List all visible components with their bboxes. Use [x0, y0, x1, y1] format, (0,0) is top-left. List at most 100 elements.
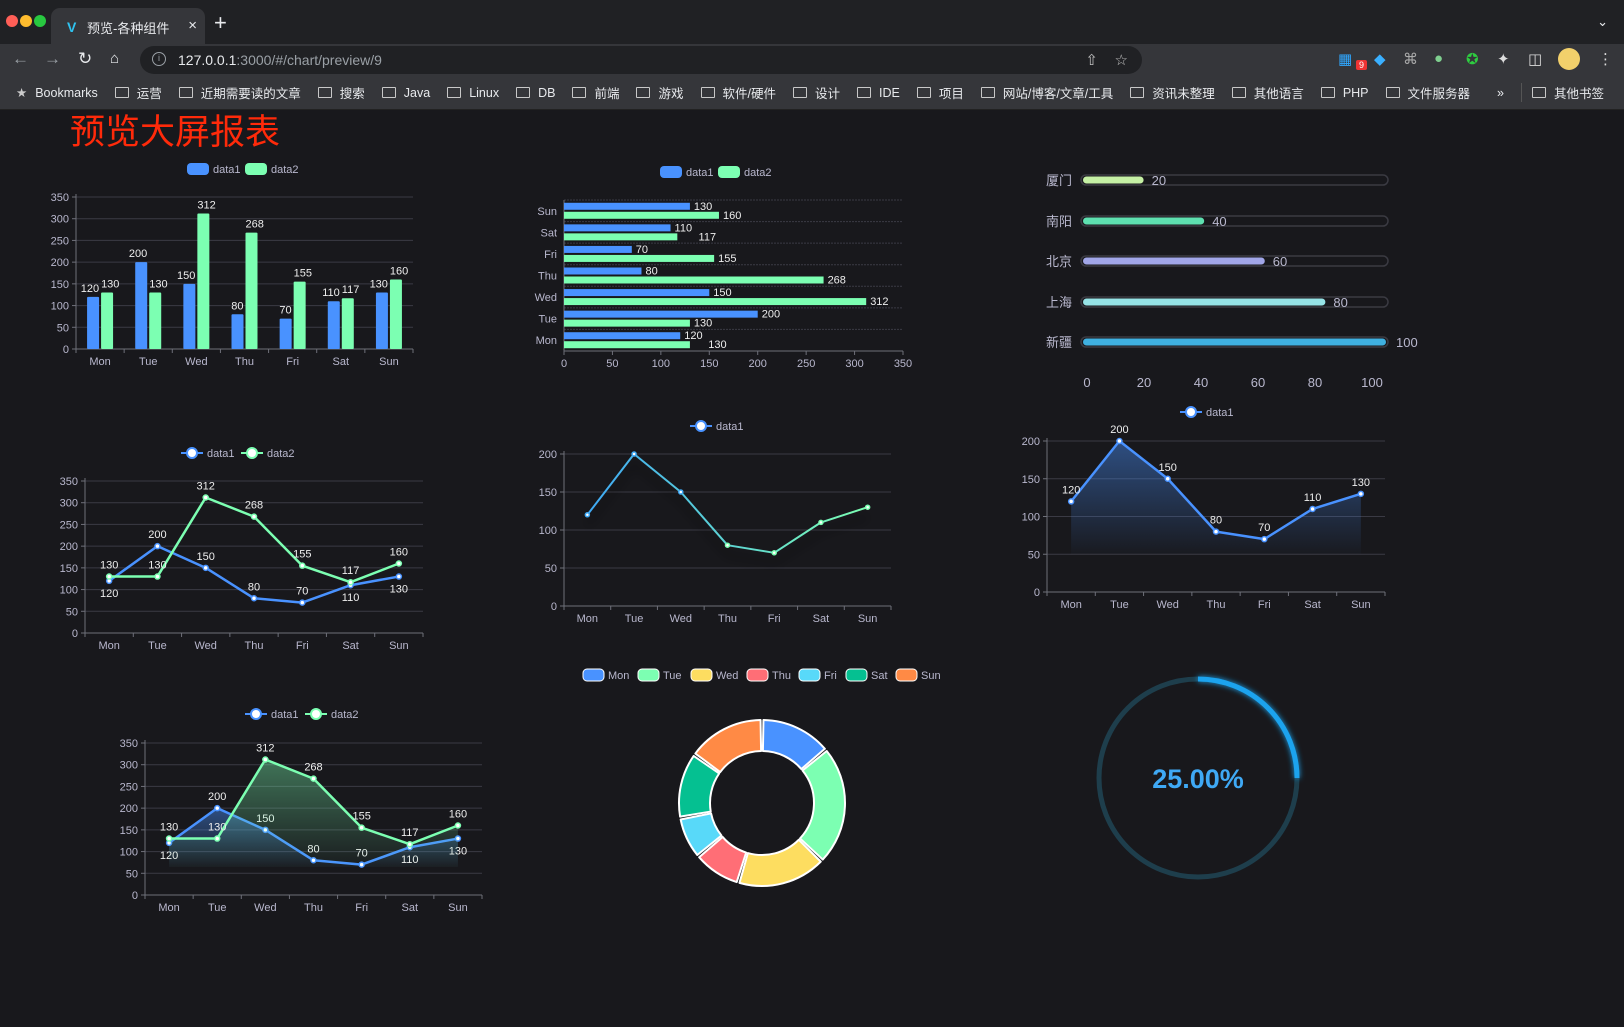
x-tick-label-Thu: Thu	[1207, 599, 1226, 611]
x-tick-label: 300	[845, 358, 863, 370]
bookmark-label: 前端	[594, 87, 620, 101]
data-label: 110	[322, 287, 340, 299]
folder-icon	[792, 87, 807, 98]
bookmark-folder[interactable]: 项目	[916, 83, 964, 102]
circle-extension-icon[interactable]: ●	[1434, 50, 1444, 67]
bookmark-folder[interactable]: 资讯未整理	[1130, 83, 1215, 102]
y-tick-label: 200	[120, 803, 138, 815]
puzzle-extensions-icon[interactable]: ✦	[1497, 51, 1510, 68]
bar-data2-Fri	[564, 254, 715, 262]
bookmark-folder[interactable]: 设计	[792, 83, 840, 102]
data-label: 120	[100, 588, 118, 600]
data-label: 80	[248, 581, 260, 593]
profile-avatar[interactable]	[1558, 48, 1580, 70]
y-tick-label-Wed: Wed	[535, 292, 557, 304]
y-tick-label: 0	[132, 890, 138, 902]
bookmark-label: 项目	[938, 87, 964, 101]
tab-close-icon[interactable]: ×	[188, 17, 197, 34]
x-tick-label-Sun: Sun	[379, 356, 399, 368]
point-data1-Fri	[299, 599, 306, 606]
progress-fill-北京	[1083, 257, 1265, 265]
other-bookmarks-button[interactable]: 其他书签	[1520, 83, 1604, 102]
data-label: 70	[1258, 522, 1270, 534]
bar-data2-Sun	[389, 279, 402, 349]
site-info-icon[interactable]: i	[152, 52, 166, 66]
page-title: 预览大屏报表	[70, 113, 280, 152]
bookmark-folder[interactable]: Linux	[447, 86, 499, 100]
reload-icon[interactable]: ↻	[78, 49, 93, 68]
x-tick-label-Sat: Sat	[813, 613, 830, 625]
bookmark-folder[interactable]: 搜索	[317, 83, 365, 102]
bookmark-folder[interactable]: Java	[381, 86, 430, 100]
command-extension-icon[interactable]: ⌘	[1403, 51, 1418, 68]
legend-label-data1: data1	[1206, 407, 1234, 419]
y-tick-label: 50	[66, 606, 78, 618]
bookmark-folder[interactable]: 网站/博客/文章/工具	[980, 83, 1113, 102]
point-data2-Sat	[406, 840, 414, 848]
donut-slice-Mon	[761, 719, 826, 771]
more-bookmarks-button[interactable]: »	[1497, 85, 1504, 100]
bookmarks-label: Bookmarks	[35, 85, 98, 100]
folder-icon	[381, 87, 396, 98]
bookmark-folder[interactable]: 近期需要读的文章	[178, 83, 301, 102]
tab-search-chevron-icon[interactable]: ⌄	[1597, 14, 1608, 29]
progress-label-上海: 上海	[1046, 295, 1072, 310]
folder-icon	[1130, 87, 1145, 98]
y-tick-label: 50	[545, 563, 557, 575]
data-label: 312	[197, 200, 215, 212]
forward-arrow-icon[interactable]: →	[44, 49, 61, 68]
browser-tab[interactable]: V 预览-各种组件 ×	[51, 8, 205, 44]
point-data1-Tue	[631, 451, 637, 457]
bar-data2-Sun	[564, 211, 719, 219]
legend-label-data1: data1	[271, 709, 299, 721]
star-icon: ★	[16, 86, 28, 100]
diamond-extension-icon[interactable]: ◆	[1374, 51, 1386, 68]
bookmark-star-icon[interactable]: ☆	[1114, 52, 1128, 69]
minimize-window-button[interactable]	[20, 15, 32, 27]
y-tick-label: 50	[1028, 549, 1040, 561]
progress-label-北京: 北京	[1046, 254, 1072, 269]
x-tick-label-Sat: Sat	[342, 640, 359, 652]
bookmark-label: 资讯未整理	[1152, 87, 1215, 101]
share-icon[interactable]: ⇧	[1085, 52, 1098, 69]
bookmark-folder[interactable]: DB	[516, 86, 555, 100]
bar-data1-Mon	[564, 332, 681, 340]
bookmark-folder[interactable]: IDE	[857, 86, 900, 100]
bookmark-label: DB	[538, 85, 556, 100]
point-data1-Tue	[213, 804, 221, 812]
x-tick-label-Sun: Sun	[389, 640, 409, 652]
bookmark-folder[interactable]: 前端	[572, 83, 619, 102]
close-window-button[interactable]	[6, 15, 18, 27]
data-label: 120	[81, 283, 99, 295]
bookmark-folder[interactable]: PHP	[1320, 85, 1369, 100]
bookmark-folder[interactable]: 软件/硬件	[700, 83, 776, 102]
star-extension-icon[interactable]: ✪	[1466, 51, 1479, 68]
legend-swatch-Sun	[895, 668, 918, 682]
bookmarks-button[interactable]: ★ Bookmarks	[16, 85, 98, 101]
x-tick-label-Tue: Tue	[625, 613, 644, 625]
extension-grid-icon[interactable]: ▦	[1338, 51, 1353, 68]
bookmark-folder[interactable]: 游戏	[636, 83, 684, 102]
y-tick-label: 100	[120, 847, 138, 859]
back-arrow-icon[interactable]: ←	[12, 49, 29, 68]
bookmark-folder[interactable]: 其他语言	[1231, 83, 1304, 102]
bar-data1-Sun	[375, 292, 388, 349]
side-panel-icon[interactable]: ◫	[1528, 51, 1543, 68]
y-tick-label: 150	[60, 563, 78, 575]
home-icon[interactable]: ⌂	[110, 50, 120, 67]
menu-kebab-icon[interactable]: ⋮	[1598, 51, 1613, 68]
data-label: 130	[390, 584, 408, 596]
folder-icon	[1320, 87, 1335, 98]
address-bar[interactable]: i 127.0.0.1:3000/#/chart/preview/9 ⇧ ☆	[140, 46, 1142, 74]
donut-slice-Sun	[694, 719, 763, 774]
bookmark-label: PHP	[1342, 85, 1369, 100]
maximize-window-button[interactable]	[34, 15, 46, 27]
new-tab-button[interactable]: +	[214, 10, 227, 35]
legend-swatch-data2	[245, 163, 267, 175]
bookmark-label: 搜索	[339, 87, 365, 101]
progress-fill-新疆	[1083, 338, 1386, 346]
bookmark-folder[interactable]: 文件服务器	[1385, 83, 1470, 102]
point-data2-Sun	[454, 822, 462, 829]
bookmark-folder[interactable]: 运营	[114, 83, 162, 102]
